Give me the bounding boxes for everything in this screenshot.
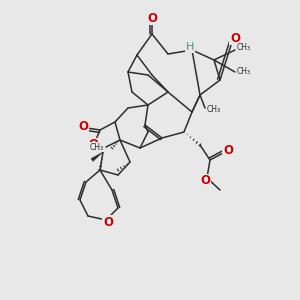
Text: O: O	[223, 143, 233, 157]
Text: CH₃: CH₃	[207, 106, 221, 115]
Text: CH₃: CH₃	[237, 43, 251, 52]
Text: O: O	[78, 119, 88, 133]
Polygon shape	[91, 152, 103, 161]
Text: H: H	[186, 42, 194, 52]
Text: CH₃: CH₃	[90, 142, 104, 152]
Text: O: O	[230, 32, 240, 44]
Text: CH₃: CH₃	[237, 68, 251, 76]
Text: O: O	[147, 11, 157, 25]
Text: O: O	[200, 175, 210, 188]
Text: O: O	[88, 139, 98, 152]
Text: O: O	[103, 215, 113, 229]
